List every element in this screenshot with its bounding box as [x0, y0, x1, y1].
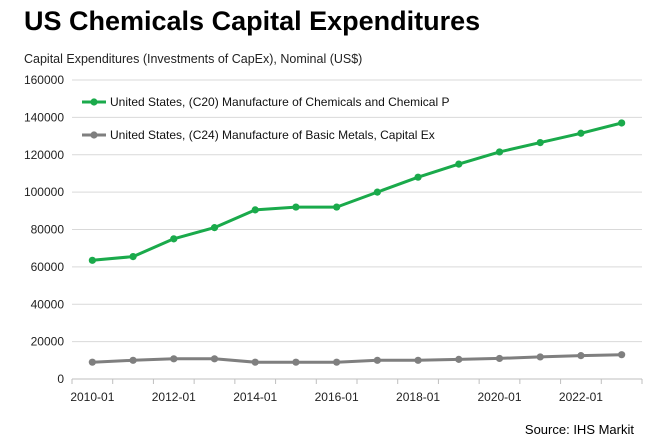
data-point — [495, 354, 504, 363]
y-axis-label: Capital Expenditures (Investments of Cap… — [24, 52, 363, 66]
data-point — [414, 173, 422, 181]
series-line — [92, 121, 622, 262]
x-tick-label: 2012-01 — [152, 390, 196, 404]
data-point — [618, 119, 626, 127]
y-tick-label: 20000 — [31, 335, 65, 349]
data-point — [373, 188, 381, 196]
data-point — [414, 356, 422, 364]
data-point — [170, 355, 178, 363]
x-tick-label: 2022-01 — [559, 390, 603, 404]
y-tick-label: 80000 — [31, 223, 65, 237]
axes: 0 20000 40000 60000 80000 100000 120000 140000 1… — [24, 73, 643, 404]
series-group — [88, 119, 626, 264]
gridlines — [72, 79, 642, 343]
chart-title: US Chemicals Capital Expenditures — [24, 6, 481, 36]
data-point — [536, 353, 544, 361]
series-line — [92, 353, 622, 364]
y-tick-label: 0 — [57, 372, 64, 386]
data-point — [210, 224, 219, 232]
data-point — [577, 352, 585, 360]
data-point — [129, 252, 137, 261]
legend-swatch-marker — [90, 98, 98, 106]
data-point — [292, 358, 300, 366]
x-tick-label: 2016-01 — [315, 390, 359, 404]
y-tick-label: 120000 — [24, 148, 64, 162]
series-group — [88, 351, 626, 366]
data-point — [333, 358, 341, 366]
source-note: Source: IHS Markit — [524, 422, 634, 437]
x-tick-label: 2014-01 — [233, 390, 277, 404]
series — [88, 119, 626, 366]
y-tick-label: 140000 — [24, 110, 64, 124]
data-point — [88, 256, 96, 264]
data-point — [129, 356, 137, 364]
data-point — [88, 358, 96, 366]
y-tick-label: 40000 — [31, 297, 65, 311]
legend-swatch-marker — [90, 131, 98, 139]
x-tick-label: 2020-01 — [477, 390, 521, 404]
data-point — [170, 235, 178, 243]
data-point — [455, 160, 463, 168]
data-point — [251, 206, 259, 214]
data-point — [618, 351, 626, 359]
x-tick-label: 2010-01 — [70, 390, 114, 404]
legend-label: United States, (C20) Manufacture of Chem… — [110, 95, 450, 109]
data-point — [495, 148, 504, 156]
legend: United States, (C20) Manufacture of Chem… — [82, 95, 450, 142]
data-point — [455, 355, 463, 363]
data-point — [577, 129, 585, 137]
data-point — [210, 355, 219, 363]
y-tick-label: 100000 — [24, 185, 64, 199]
data-point — [333, 203, 341, 211]
data-point — [536, 139, 544, 147]
data-point — [292, 203, 300, 211]
x-tick-label: 2018-01 — [396, 390, 440, 404]
data-point — [373, 356, 381, 364]
legend-label: United States, (C24) Manufacture of Basi… — [110, 128, 435, 142]
y-tick-label: 160000 — [24, 73, 64, 87]
data-point — [251, 358, 259, 366]
y-tick-label: 60000 — [31, 260, 65, 274]
